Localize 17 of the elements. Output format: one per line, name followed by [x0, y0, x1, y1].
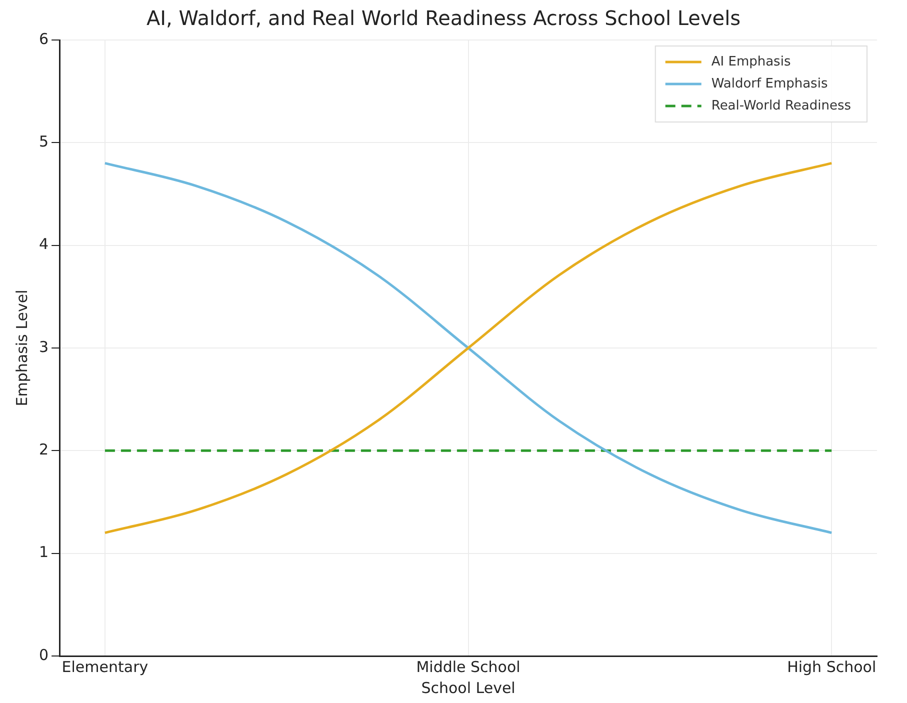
x-tick-label: Middle School [416, 658, 520, 676]
y-axis-title: Emphasis Level [12, 290, 31, 406]
y-tick-label: 6 [38, 30, 49, 48]
y-tick-label: 5 [38, 132, 49, 151]
legend-label: Waldorf Emphasis [711, 76, 828, 92]
y-tick-label: 1 [38, 543, 49, 562]
y-tick-label: 2 [38, 440, 49, 459]
x-tick-label: Elementary [62, 658, 148, 676]
x-axis-title: School Level [421, 678, 516, 697]
line-series [104, 162, 833, 534]
chart-title: AI, Waldorf, and Real World Readiness Across School Levels [146, 6, 741, 30]
x-tick-label: High School [787, 658, 876, 676]
y-tick-label: 0 [38, 646, 49, 664]
legend-label: Real-World Readiness [711, 98, 852, 114]
legend-label: AI Emphasis [711, 54, 791, 70]
y-tick-label: 3 [38, 338, 49, 356]
y-tick-label: 4 [38, 235, 49, 254]
